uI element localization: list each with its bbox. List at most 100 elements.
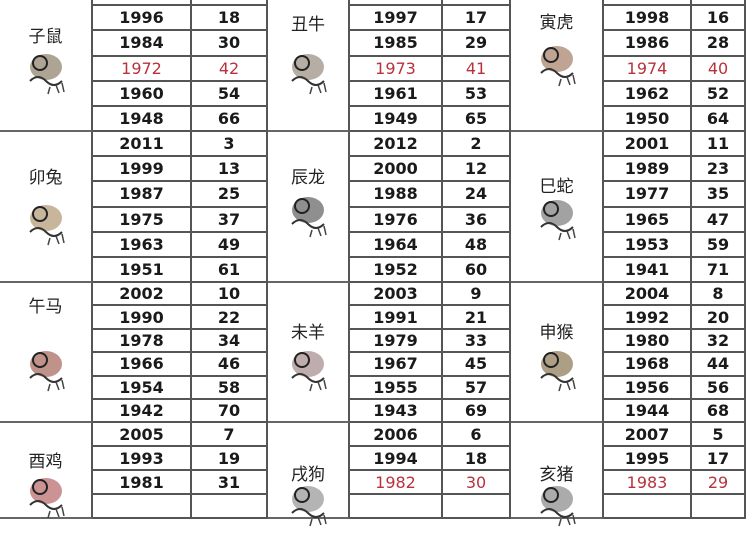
age-cell: 49 [192, 232, 268, 258]
rat-ink-icon [16, 41, 76, 105]
animal-cell: 卯兔 [0, 132, 93, 284]
age-cell: 58 [192, 376, 268, 400]
age-cell: 5 [692, 423, 746, 447]
year-cell: 1998 [604, 6, 692, 32]
year-cell: 1952 [350, 258, 443, 284]
year-cell: 1991 [350, 306, 443, 330]
year-cell: 2003 [350, 283, 443, 307]
year-cell: 1963 [93, 232, 192, 258]
age-cell: 25 [192, 182, 268, 208]
rooster-ink-icon [16, 465, 76, 529]
age-cell: 30 [443, 471, 511, 495]
age-cell [443, 495, 511, 519]
age-cell: 56 [692, 376, 746, 400]
year-cell: 1982 [350, 471, 443, 495]
zodiac-name: 辰龙 [291, 168, 325, 188]
year-cell [93, 0, 192, 7]
goat-ink-icon [278, 338, 338, 402]
age-cell: 45 [443, 353, 511, 377]
zodiac-name: 申猴 [539, 323, 574, 343]
year-cell: 1986 [604, 31, 692, 57]
year-cell: 1995 [604, 447, 692, 471]
age-cell: 30 [192, 31, 268, 57]
age-cell: 46 [192, 353, 268, 377]
year-cell [350, 495, 443, 519]
year-cell: 2002 [93, 283, 192, 307]
age-cell: 3 [192, 132, 268, 158]
year-cell: 1973 [350, 56, 443, 82]
age-cell: 65 [443, 107, 511, 133]
age-cell: 8 [692, 283, 746, 307]
age-cell: 24 [443, 182, 511, 208]
year-cell: 1955 [350, 376, 443, 400]
zodiac-name: 丑牛 [291, 15, 325, 35]
age-cell: 10 [192, 283, 268, 307]
age-cell [192, 495, 268, 519]
animal-cell: 辰龙 [268, 132, 350, 284]
zodiac-name: 巳蛇 [539, 177, 574, 197]
age-cell: 71 [692, 258, 746, 284]
year-cell: 1993 [93, 447, 192, 471]
age-cell: 2 [443, 132, 511, 158]
dragon-ink-icon [278, 184, 338, 248]
age-cell: 13 [192, 157, 268, 183]
year-cell: 1960 [93, 81, 192, 107]
age-cell: 37 [192, 207, 268, 233]
age-cell: 69 [443, 400, 511, 424]
rabbit-ink-icon [16, 192, 76, 256]
animal-cell: 巳蛇 [511, 132, 604, 284]
age-cell: 28 [692, 31, 746, 57]
year-cell: 1964 [350, 232, 443, 258]
age-cell: 11 [692, 132, 746, 158]
zodiac-name: 午马 [28, 297, 63, 317]
age-cell: 6 [443, 423, 511, 447]
year-cell: 1992 [604, 306, 692, 330]
age-cell [192, 0, 268, 7]
animal-cell: 丑牛 [268, 0, 350, 133]
age-cell: 22 [192, 306, 268, 330]
zodiac-name: 寅虎 [539, 13, 574, 33]
year-cell: 2005 [93, 423, 192, 447]
year-cell [350, 0, 443, 7]
age-cell: 36 [443, 207, 511, 233]
year-cell: 1967 [350, 353, 443, 377]
age-cell: 17 [443, 6, 511, 32]
year-cell [604, 495, 692, 519]
year-cell: 2006 [350, 423, 443, 447]
age-cell: 53 [443, 81, 511, 107]
zodiac-age-table: 子鼠 1996 18 1984 30 1972 42 1960 54 1948 66 丑牛 1997 17… [0, 0, 746, 527]
age-cell: 70 [192, 400, 268, 424]
year-cell: 1989 [604, 157, 692, 183]
year-cell: 1983 [604, 471, 692, 495]
age-cell: 31 [192, 471, 268, 495]
year-cell: 1951 [93, 258, 192, 284]
horse-ink-icon [16, 338, 76, 402]
year-cell: 1954 [93, 376, 192, 400]
year-cell: 1962 [604, 81, 692, 107]
age-cell: 41 [443, 56, 511, 82]
year-cell: 1981 [93, 471, 192, 495]
animal-cell: 子鼠 [0, 0, 93, 133]
year-cell: 1948 [93, 107, 192, 133]
age-cell: 32 [692, 329, 746, 354]
snake-ink-icon [527, 187, 587, 251]
age-cell: 23 [692, 157, 746, 183]
animal-cell: 酉鸡 [0, 423, 93, 519]
year-cell: 1965 [604, 207, 692, 233]
age-cell [692, 495, 746, 519]
zodiac-name: 卯兔 [28, 168, 63, 188]
zodiac-name: 戌狗 [291, 465, 325, 485]
year-cell: 1974 [604, 56, 692, 82]
year-cell: 1942 [93, 400, 192, 424]
age-cell: 29 [692, 471, 746, 495]
year-cell: 1990 [93, 306, 192, 330]
year-cell: 1999 [93, 157, 192, 183]
age-cell: 68 [692, 400, 746, 424]
year-cell: 2012 [350, 132, 443, 158]
age-cell: 44 [692, 353, 746, 377]
year-cell [604, 0, 692, 7]
age-cell: 47 [692, 207, 746, 233]
year-cell: 2011 [93, 132, 192, 158]
year-cell: 1944 [604, 400, 692, 424]
year-cell: 2007 [604, 423, 692, 447]
